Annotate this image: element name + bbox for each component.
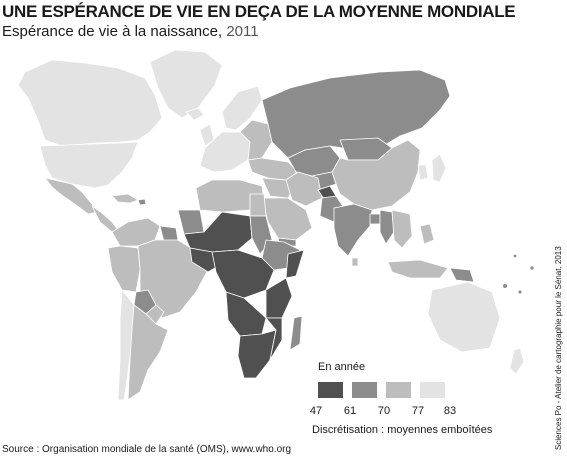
mozambique: [265, 317, 283, 361]
argentina-uruguay: [127, 304, 169, 401]
brazil: [137, 239, 209, 319]
legend-note: Discrétisation : moyennes emboîtées: [312, 424, 493, 436]
indochina: [391, 209, 413, 249]
russia: [261, 69, 451, 159]
legend-tick-77: 77: [411, 405, 425, 417]
legend-tick-83: 83: [443, 405, 457, 417]
indonesia: [387, 259, 449, 279]
india: [333, 203, 373, 257]
legend-tick-47: 47: [309, 405, 323, 417]
legend-title: En année: [318, 361, 366, 373]
subtitle-year: 2011: [226, 23, 259, 40]
somalia: [285, 249, 305, 279]
central-america: [91, 205, 119, 233]
west-sahara-mauritania: [177, 209, 205, 235]
legend-class-47-61: [318, 382, 343, 398]
china: [331, 139, 421, 211]
legend-class-70-77: [386, 382, 411, 398]
sri-lanka: [351, 257, 359, 267]
pacific-islands: [503, 254, 534, 294]
egypt: [249, 193, 267, 217]
eastern-europe: [239, 119, 273, 161]
iceland: [185, 107, 205, 121]
map-title: UNE ESPÉRANCE DE VIE EN DEÇA DE LA MOYEN…: [2, 2, 516, 21]
mexico: [44, 177, 99, 215]
scandinavia: [221, 85, 263, 131]
australia: [427, 281, 501, 353]
bangladesh: [369, 213, 381, 225]
legend-tick-61: 61: [343, 405, 357, 417]
png: [449, 267, 475, 283]
map-subtitle: Espérance de vie à la naissance, 2011: [2, 23, 259, 40]
haiti: [137, 198, 147, 206]
legend-tick-70: 70: [377, 405, 391, 417]
angola-zambia: [225, 291, 267, 337]
southern-africa: [237, 329, 277, 379]
subtitle-text: Espérance de vie à la naissance,: [2, 23, 227, 40]
greenland: [149, 49, 223, 119]
world-map: [17, 49, 534, 401]
ecuador-peru: [107, 245, 141, 293]
philippines: [419, 223, 435, 245]
japan: [431, 153, 447, 183]
credit-note: Sciences Po - Atelier de cartographie po…: [554, 246, 563, 450]
north-america-usa: [39, 141, 139, 189]
legend-class-77-83: [420, 382, 445, 398]
north-america-canada: [17, 59, 163, 147]
korea: [417, 164, 429, 181]
madagascar: [289, 315, 303, 351]
east-africa: [265, 277, 293, 319]
new-zealand: [509, 347, 525, 375]
source-note: Source : Organisation mondiale de la san…: [2, 444, 292, 455]
caribbean: [111, 193, 139, 204]
arabia: [261, 197, 313, 241]
myanmar: [379, 209, 395, 245]
legend-class-61-70: [352, 382, 377, 398]
